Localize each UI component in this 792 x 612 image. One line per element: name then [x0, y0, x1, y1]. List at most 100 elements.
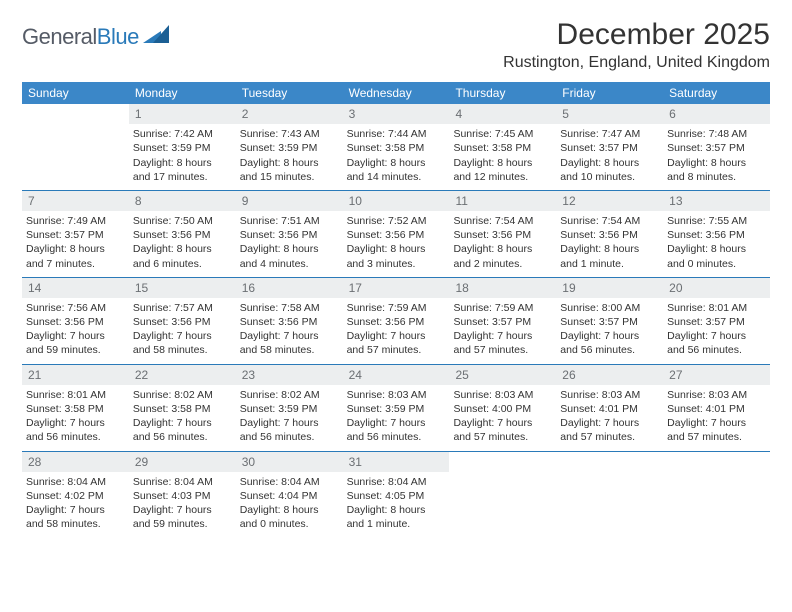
- day-number: 23: [236, 365, 343, 385]
- day-cell: 23 Sunrise: 8:02 AMSunset: 3:59 PMDayligh…: [236, 365, 343, 451]
- day-text: Daylight: 7 hours and 57 minutes.: [347, 329, 446, 357]
- day-cell: 30Sunrise: 8:04 AMSunset: 4:04 PMDayligh…: [236, 452, 343, 538]
- sunrise-text: Sunrise: 8:01 AM: [26, 388, 125, 402]
- sunrise-text: Sunrise: 7:50 AM: [133, 214, 232, 228]
- sunset-text: Sunset: 3:57 PM: [667, 315, 766, 329]
- sunrise-text: Sunrise: 8:04 AM: [240, 475, 339, 489]
- day-text: Daylight: 7 hours and 59 minutes.: [133, 503, 232, 531]
- week-row: 7Sunrise: 7:49 AMSunset: 3:57 PMDaylight…: [22, 190, 770, 277]
- day-number: 5: [556, 104, 663, 124]
- day-text: Daylight: 8 hours and 10 minutes.: [560, 156, 659, 184]
- day-cell: 15Sunrise: 7:57 AMSunset: 3:56 PMDayligh…: [129, 278, 236, 364]
- day-cell: 21Sunrise: 8:01 AMSunset: 3:58 PMDayligh…: [22, 365, 129, 451]
- day-number: 9: [236, 191, 343, 211]
- day-number: 26: [556, 365, 663, 385]
- sunrise-text: Sunrise: 8:03 AM: [453, 388, 552, 402]
- header: GeneralBlue December 2025 Rustington, En…: [22, 18, 770, 72]
- day-cell: 1Sunrise: 7:42 AMSunset: 3:59 PMDaylight…: [129, 104, 236, 190]
- sunset-text: Sunset: 3:56 PM: [347, 228, 446, 242]
- day-cell: 13Sunrise: 7:55 AMSunset: 3:56 PMDayligh…: [663, 191, 770, 277]
- location-label: Rustington, England, United Kingdom: [503, 54, 770, 72]
- day-cell: 25Sunrise: 8:03 AMSunset: 4:00 PMDayligh…: [449, 365, 556, 451]
- day-text: Daylight: 7 hours and 56 minutes.: [667, 329, 766, 357]
- day-number: 4: [449, 104, 556, 124]
- sunrise-text: Sunrise: 7:56 AM: [26, 301, 125, 315]
- sunset-text: Sunset: 3:59 PM: [240, 402, 339, 416]
- day-cell: 16Sunrise: 7:58 AMSunset: 3:56 PMDayligh…: [236, 278, 343, 364]
- sunrise-text: Sunrise: 8:03 AM: [667, 388, 766, 402]
- sunrise-text: Sunrise: 8:03 AM: [347, 388, 446, 402]
- sunset-text: Sunset: 3:58 PM: [26, 402, 125, 416]
- day-cell: [663, 452, 770, 538]
- day-number: 8: [129, 191, 236, 211]
- day-cell: 8Sunrise: 7:50 AMSunset: 3:56 PMDaylight…: [129, 191, 236, 277]
- day-number: 7: [22, 191, 129, 211]
- day-number: 27: [663, 365, 770, 385]
- day-number: 20: [663, 278, 770, 298]
- logo: GeneralBlue: [22, 18, 169, 50]
- day-number: 15: [129, 278, 236, 298]
- day-text: Daylight: 7 hours and 56 minutes.: [240, 416, 339, 444]
- day-text: Daylight: 7 hours and 56 minutes.: [133, 416, 232, 444]
- logo-word-a: General: [22, 24, 97, 49]
- day-number: 12: [556, 191, 663, 211]
- week-row: 28Sunrise: 8:04 AMSunset: 4:02 PMDayligh…: [22, 451, 770, 538]
- sunrise-text: Sunrise: 7:48 AM: [667, 127, 766, 141]
- sunrise-text: Sunrise: 7:51 AM: [240, 214, 339, 228]
- day-text: Daylight: 8 hours and 7 minutes.: [26, 242, 125, 270]
- sunset-text: Sunset: 4:03 PM: [133, 489, 232, 503]
- day-number: 22: [129, 365, 236, 385]
- day-number: 21: [22, 365, 129, 385]
- week-row: 1 Sunrise: 7:42 AMSunset: 3:59 PM Daylight…: [22, 104, 770, 190]
- sunrise-text: Sunrise: 7:59 AM: [347, 301, 446, 315]
- sunrise-text: Sunrise: 8:04 AM: [347, 475, 446, 489]
- day-number: 24: [343, 365, 450, 385]
- day-text: Daylight: 7 hours and 57 minutes.: [453, 329, 552, 357]
- day-cell: 28Sunrise: 8:04 AMSunset: 4:02 PMDayligh…: [22, 452, 129, 538]
- sunrise-text: Sunrise: 8:02 AM: [240, 388, 339, 402]
- day-cell: 31Sunrise: 8:04 AMSunset: 4:05 PMDayligh…: [343, 452, 450, 538]
- day-cell: 20Sunrise: 8:01 AMSunset: 3:57 PMDayligh…: [663, 278, 770, 364]
- day-text: Daylight: 7 hours and 57 minutes.: [560, 416, 659, 444]
- day-text: Daylight: 8 hours and 12 minutes.: [453, 156, 552, 184]
- sunrise-text: Sunrise: 7:52 AM: [347, 214, 446, 228]
- day-cell: 3Sunrise: 7:44 AMSunset: 3:58 PMDaylight…: [343, 104, 450, 190]
- sunset-text: Sunset: 3:57 PM: [560, 315, 659, 329]
- day-text: Daylight: 7 hours and 58 minutes.: [26, 503, 125, 531]
- weekday-header-row: Sunday Monday Tuesday Wednesday Thursday…: [22, 82, 770, 104]
- sunset-text: Sunset: 4:01 PM: [667, 402, 766, 416]
- day-number: 10: [343, 191, 450, 211]
- day-number: 28: [22, 452, 129, 472]
- sunrise-text: Sunrise: 8:04 AM: [133, 475, 232, 489]
- weekday-header: Monday: [129, 82, 236, 104]
- day-number: 3: [343, 104, 450, 124]
- day-number: 1: [129, 104, 236, 124]
- logo-text: GeneralBlue: [22, 24, 139, 50]
- day-cell: 22Sunrise: 8:02 AMSunset: 3:58 PMDayligh…: [129, 365, 236, 451]
- sunrise-text: Sunrise: 7:55 AM: [667, 214, 766, 228]
- sunrise-text: Sunrise: 7:54 AM: [560, 214, 659, 228]
- sunset-text: Sunset: 3:59 PM: [133, 141, 232, 155]
- sunset-text: Sunset: 4:05 PM: [347, 489, 446, 503]
- sunrise-text: Sunrise: 7:42 AM: [133, 127, 232, 141]
- sunrise-text: Sunrise: 7:58 AM: [240, 301, 339, 315]
- sunrise-text: Sunrise: 8:04 AM: [26, 475, 125, 489]
- day-text: Daylight: 7 hours and 56 minutes.: [560, 329, 659, 357]
- day-cell: 27Sunrise: 8:03 AMSunset: 4:01 PMDayligh…: [663, 365, 770, 451]
- day-text: Daylight: 7 hours and 59 minutes.: [26, 329, 125, 357]
- calendar: Sunday Monday Tuesday Wednesday Thursday…: [22, 82, 770, 537]
- day-text: Daylight: 8 hours and 15 minutes.: [240, 156, 339, 184]
- sunset-text: Sunset: 3:57 PM: [453, 315, 552, 329]
- sunrise-text: Sunrise: 7:43 AM: [240, 127, 339, 141]
- sunset-text: Sunset: 3:59 PM: [347, 402, 446, 416]
- sunset-text: Sunset: 3:57 PM: [26, 228, 125, 242]
- sunset-text: Sunset: 3:56 PM: [240, 315, 339, 329]
- sunset-text: Sunset: 3:56 PM: [347, 315, 446, 329]
- sunrise-text: Sunrise: 7:47 AM: [560, 127, 659, 141]
- sunset-text: Sunset: 4:00 PM: [453, 402, 552, 416]
- page-title: December 2025: [503, 18, 770, 52]
- sunrise-text: Sunrise: 7:54 AM: [453, 214, 552, 228]
- sunrise-text: Sunrise: 8:00 AM: [560, 301, 659, 315]
- day-cell: 26Sunrise: 8:03 AMSunset: 4:01 PMDayligh…: [556, 365, 663, 451]
- weekday-header: Wednesday: [343, 82, 450, 104]
